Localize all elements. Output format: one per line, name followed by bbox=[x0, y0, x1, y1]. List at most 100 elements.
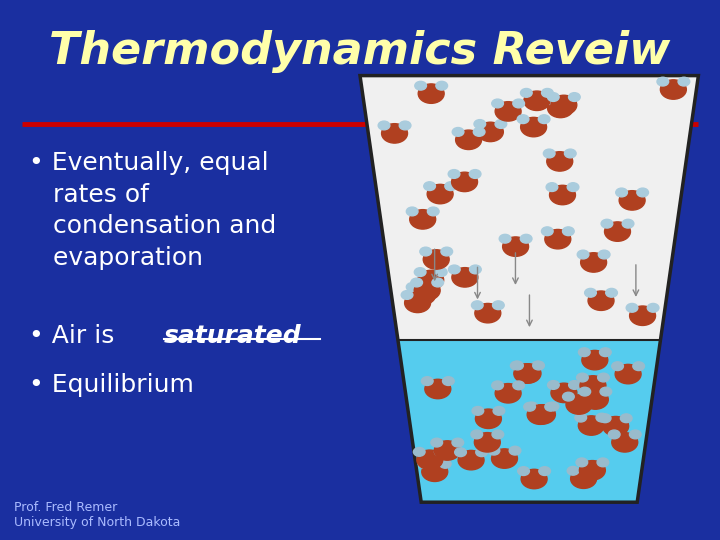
Circle shape bbox=[544, 96, 556, 104]
Circle shape bbox=[551, 383, 577, 403]
Circle shape bbox=[472, 301, 483, 309]
Circle shape bbox=[567, 467, 579, 475]
Circle shape bbox=[598, 250, 610, 259]
Circle shape bbox=[436, 82, 448, 90]
Circle shape bbox=[449, 265, 460, 274]
Circle shape bbox=[423, 291, 434, 299]
Circle shape bbox=[441, 247, 453, 256]
Circle shape bbox=[657, 77, 669, 86]
Circle shape bbox=[448, 170, 460, 178]
Circle shape bbox=[475, 409, 501, 429]
Circle shape bbox=[452, 438, 464, 447]
Circle shape bbox=[492, 381, 503, 390]
Circle shape bbox=[616, 188, 627, 197]
Circle shape bbox=[633, 362, 644, 370]
Circle shape bbox=[580, 253, 606, 272]
Circle shape bbox=[582, 390, 608, 409]
Circle shape bbox=[417, 450, 443, 469]
Circle shape bbox=[428, 207, 439, 216]
Circle shape bbox=[605, 222, 631, 241]
Circle shape bbox=[521, 89, 532, 97]
Circle shape bbox=[420, 247, 431, 256]
Circle shape bbox=[584, 392, 595, 401]
Circle shape bbox=[513, 99, 524, 108]
Circle shape bbox=[427, 184, 453, 204]
Circle shape bbox=[562, 227, 574, 235]
Circle shape bbox=[503, 237, 528, 256]
Circle shape bbox=[541, 227, 553, 235]
Circle shape bbox=[541, 89, 553, 97]
Circle shape bbox=[612, 362, 624, 370]
Circle shape bbox=[571, 469, 597, 488]
Circle shape bbox=[455, 448, 467, 457]
Circle shape bbox=[621, 414, 632, 423]
Circle shape bbox=[456, 130, 482, 150]
Circle shape bbox=[562, 392, 575, 401]
Circle shape bbox=[547, 402, 559, 411]
Circle shape bbox=[585, 288, 596, 297]
Circle shape bbox=[492, 99, 503, 108]
Circle shape bbox=[471, 430, 482, 439]
Circle shape bbox=[599, 414, 611, 423]
Circle shape bbox=[660, 80, 686, 99]
Text: saturated: saturated bbox=[164, 324, 302, 348]
Circle shape bbox=[418, 271, 444, 290]
Circle shape bbox=[515, 364, 541, 383]
Circle shape bbox=[601, 219, 613, 228]
Circle shape bbox=[434, 448, 446, 456]
Circle shape bbox=[546, 152, 572, 171]
Circle shape bbox=[513, 381, 524, 390]
Circle shape bbox=[600, 348, 611, 356]
Circle shape bbox=[578, 348, 590, 356]
Circle shape bbox=[477, 122, 503, 141]
Circle shape bbox=[678, 77, 690, 86]
Text: • Equilibrium: • Equilibrium bbox=[29, 373, 194, 396]
Circle shape bbox=[596, 413, 608, 422]
Circle shape bbox=[499, 234, 511, 243]
Circle shape bbox=[495, 120, 507, 129]
Circle shape bbox=[517, 115, 529, 124]
Circle shape bbox=[418, 460, 430, 468]
Circle shape bbox=[510, 361, 522, 370]
Circle shape bbox=[423, 249, 449, 269]
Circle shape bbox=[544, 149, 555, 158]
Circle shape bbox=[474, 433, 500, 452]
Circle shape bbox=[636, 188, 649, 197]
Polygon shape bbox=[398, 340, 660, 502]
Circle shape bbox=[413, 448, 425, 456]
Circle shape bbox=[425, 379, 451, 399]
Circle shape bbox=[588, 291, 614, 310]
Circle shape bbox=[469, 170, 481, 178]
Circle shape bbox=[582, 350, 608, 370]
Circle shape bbox=[545, 230, 571, 249]
Circle shape bbox=[492, 430, 504, 439]
Circle shape bbox=[579, 387, 590, 396]
Circle shape bbox=[415, 82, 426, 90]
Circle shape bbox=[443, 377, 454, 386]
Circle shape bbox=[615, 364, 641, 384]
Circle shape bbox=[619, 191, 645, 210]
Circle shape bbox=[421, 377, 433, 386]
Circle shape bbox=[514, 364, 540, 383]
Circle shape bbox=[523, 402, 536, 411]
Circle shape bbox=[524, 91, 550, 111]
Circle shape bbox=[458, 450, 484, 470]
Circle shape bbox=[580, 461, 606, 480]
Circle shape bbox=[548, 381, 559, 389]
Circle shape bbox=[577, 250, 589, 259]
Circle shape bbox=[469, 265, 481, 274]
Circle shape bbox=[564, 149, 576, 158]
Circle shape bbox=[578, 416, 604, 435]
Circle shape bbox=[432, 278, 444, 287]
Circle shape bbox=[410, 285, 436, 305]
Circle shape bbox=[472, 407, 484, 415]
Circle shape bbox=[521, 234, 532, 243]
Circle shape bbox=[495, 102, 521, 121]
Circle shape bbox=[569, 93, 580, 102]
Circle shape bbox=[545, 402, 557, 411]
Circle shape bbox=[436, 268, 447, 276]
Circle shape bbox=[411, 278, 423, 287]
Circle shape bbox=[521, 469, 547, 489]
Circle shape bbox=[406, 207, 418, 216]
Polygon shape bbox=[360, 76, 698, 340]
